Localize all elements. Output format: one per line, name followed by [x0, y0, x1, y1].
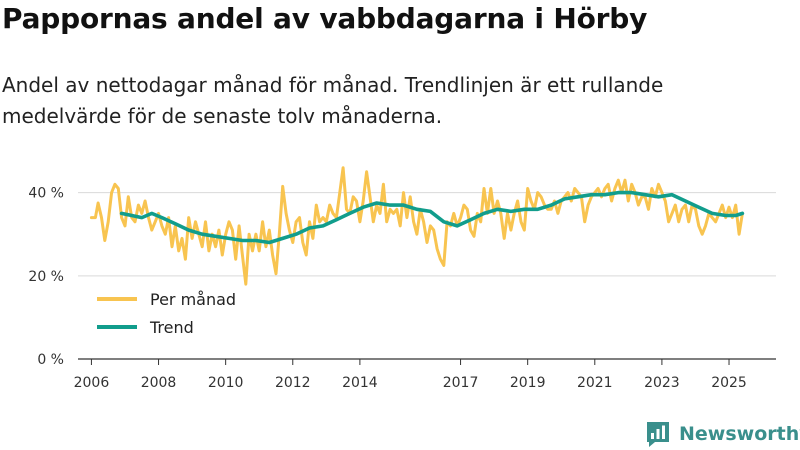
brand-logo: Newsworthy [645, 419, 800, 449]
legend-label: Per månad [150, 290, 236, 309]
x-tick-label: 2008 [141, 375, 177, 391]
bar-chart-logo-icon [647, 422, 669, 447]
x-axis: 2006 2008 2010 2012 2014 2017 2019 2021 2023 2025 [74, 358, 776, 391]
y-tick-label: 40 % [28, 186, 64, 202]
series-line-per-manad [89, 166, 744, 286]
series-lines [89, 166, 745, 286]
x-tick-label: 2023 [644, 375, 680, 391]
y-tick-label: 0 % [37, 352, 64, 368]
gridlines [78, 192, 776, 277]
brand-name: Newsworthy [679, 423, 800, 445]
x-tick-label: 2010 [208, 375, 244, 391]
y-axis: 0 % 20 % 40 % [28, 186, 64, 368]
x-tick-label: 2012 [275, 375, 311, 391]
chart-title: Pappornas andel av vabbdagarna i Hörby [2, 2, 648, 35]
chart-subtitle: Andel av nettodagar månad för månad. Tre… [2, 73, 664, 128]
legend-label: Trend [149, 318, 194, 337]
x-tick-label: 2014 [342, 375, 378, 391]
legend: Per månad Trend [97, 290, 236, 337]
x-tick-label: 2017 [443, 375, 479, 391]
x-tick-label: 2006 [74, 375, 110, 391]
x-tick-label: 2021 [577, 375, 613, 391]
y-tick-label: 20 % [28, 269, 64, 285]
x-tick-label: 2019 [510, 375, 546, 391]
x-tick-label: 2025 [711, 375, 747, 391]
series-line-trend [119, 190, 745, 245]
